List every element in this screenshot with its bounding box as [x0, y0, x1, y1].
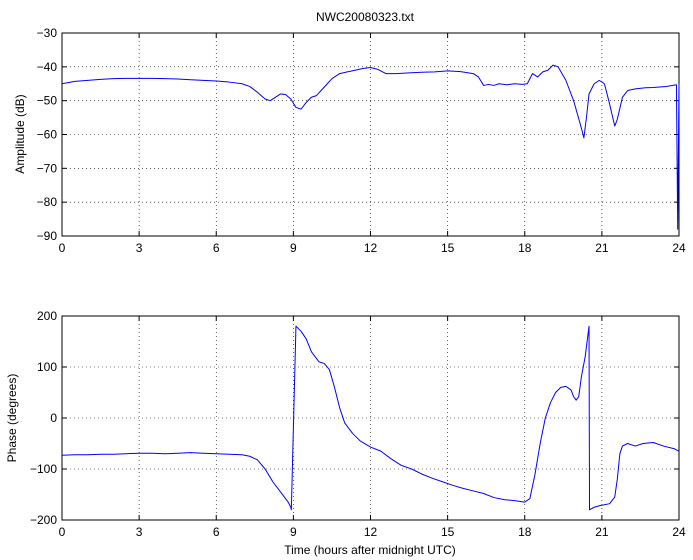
- phase-ylabel: Phase (degrees): [5, 374, 19, 463]
- phase-ytick-label: 200: [37, 309, 57, 323]
- amplitude-ytick-label: −40: [37, 60, 58, 74]
- phase-xlabel: Time (hours after midnight UTC): [284, 543, 456, 557]
- amplitude-ytick-label: −90: [37, 229, 58, 243]
- phase-ytick-label: −200: [30, 513, 57, 527]
- amplitude-ytick-label: −30: [37, 26, 58, 40]
- phase-ytick-label: −100: [30, 462, 57, 476]
- amplitude-xtick-label: 9: [290, 241, 297, 255]
- amplitude-ylabel: Amplitude (dB): [13, 94, 27, 173]
- phase-xtick-label: 12: [364, 525, 378, 539]
- amplitude-xtick-label: 12: [364, 241, 378, 255]
- amplitude-series-group: [61, 64, 680, 230]
- amplitude-ytick-label: −80: [37, 195, 58, 209]
- phase-xtick-label: 9: [290, 525, 297, 539]
- amplitude-xtick-label: 6: [213, 241, 220, 255]
- amplitude-xtick-label: 18: [518, 241, 532, 255]
- amplitude-ytick-label: −70: [37, 161, 58, 175]
- amplitude-panel: NWC20080323.txt Amplitude (dB) 0 3 6 9 12 15 1…: [13, 10, 686, 255]
- amplitude-xtick-label: 3: [136, 241, 143, 255]
- phase-xtick-label: 0: [59, 525, 66, 539]
- amplitude-series-line: [61, 64, 680, 230]
- amplitude-xtick-label: 21: [595, 241, 609, 255]
- amplitude-xtick-label: 15: [441, 241, 455, 255]
- amplitude-title: NWC20080323.txt: [316, 10, 415, 24]
- phase-xtick-label: 6: [213, 525, 220, 539]
- phase-ytick-label: 100: [37, 360, 57, 374]
- phase-series-group: [61, 325, 680, 511]
- amplitude-xtick-label: 24: [672, 241, 686, 255]
- phase-xtick-label: 3: [136, 525, 143, 539]
- phase-series-line: [61, 325, 680, 511]
- amplitude-ytick-label: −50: [37, 94, 58, 108]
- amplitude-ticks: 0 3 6 9 12 15 18 21 24 −90 −80 −70 −60 −50 −40 −30: [37, 26, 686, 255]
- phase-ytick-label: 0: [50, 411, 57, 425]
- amplitude-grid: [62, 33, 679, 236]
- phase-xtick-label: 24: [672, 525, 686, 539]
- phase-panel: Phase (degrees) Time (hours after midnig…: [5, 309, 686, 557]
- amplitude-xtick-label: 0: [59, 241, 66, 255]
- amplitude-ytick-label: −60: [37, 128, 58, 142]
- phase-grid: [62, 316, 679, 520]
- phase-xtick-label: 15: [441, 525, 455, 539]
- phase-ticks: 0 3 6 9 12 15 18 21 24 −200 −100 0 100 200: [30, 309, 686, 539]
- phase-xtick-label: 21: [595, 525, 609, 539]
- phase-xtick-label: 18: [518, 525, 532, 539]
